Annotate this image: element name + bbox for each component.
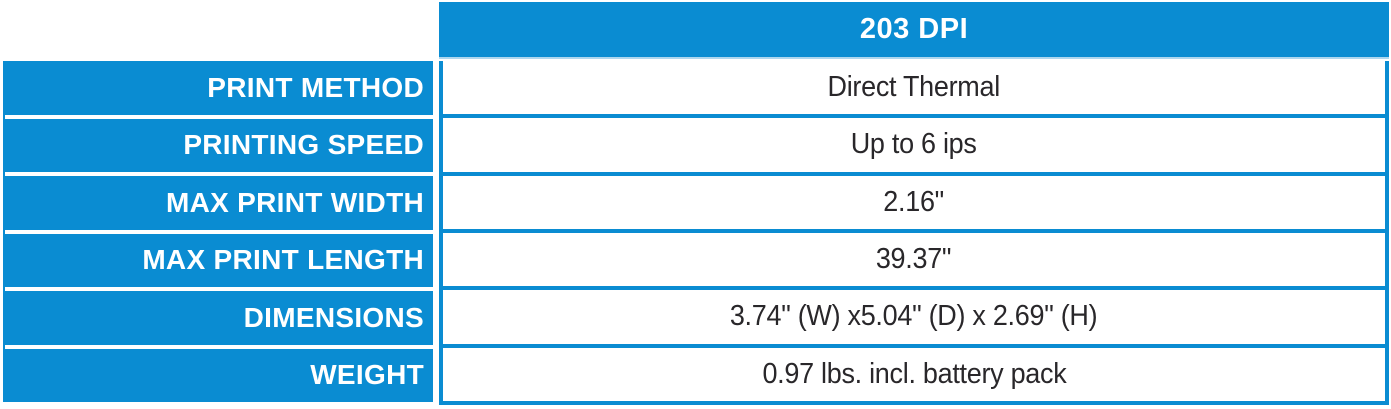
row-value-dimensions: 3.74" (W) x5.04" (D) x 2.69" (H) [443, 290, 1385, 344]
value-text: 2.16" [883, 185, 945, 218]
spec-label-column: PRINT METHOD PRINTING SPEED MAX PRINT WI… [3, 61, 433, 402]
column-header-resolution: 203 DPI [439, 2, 1389, 59]
spec-value-column: Direct Thermal Up to 6 ips 2.16" 39.37" … [439, 61, 1389, 405]
row-value-printing-speed: Up to 6 ips [443, 118, 1385, 172]
row-label-printing-speed: PRINTING SPEED [5, 118, 433, 172]
row-value-weight: 0.97 lbs. incl. battery pack [443, 347, 1385, 401]
value-text: Up to 6 ips [851, 128, 977, 161]
value-text: Direct Thermal [827, 71, 1001, 104]
value-text: 0.97 lbs. incl. battery pack [761, 357, 1066, 390]
row-value-print-method: Direct Thermal [443, 61, 1385, 115]
row-value-max-print-length: 39.37" [443, 232, 1385, 287]
row-label-print-method: PRINT METHOD [5, 61, 433, 115]
row-label-max-print-width: MAX PRINT WIDTH [5, 176, 433, 230]
value-text: 39.37" [876, 243, 952, 276]
value-text: 3.74" (W) x5.04" (D) x 2.69" (H) [730, 300, 1098, 333]
row-label-dimensions: DIMENSIONS [5, 291, 433, 345]
row-label-weight: WEIGHT [5, 348, 433, 402]
row-value-max-print-width: 2.16" [443, 175, 1385, 229]
row-label-max-print-length: MAX PRINT LENGTH [5, 233, 433, 287]
